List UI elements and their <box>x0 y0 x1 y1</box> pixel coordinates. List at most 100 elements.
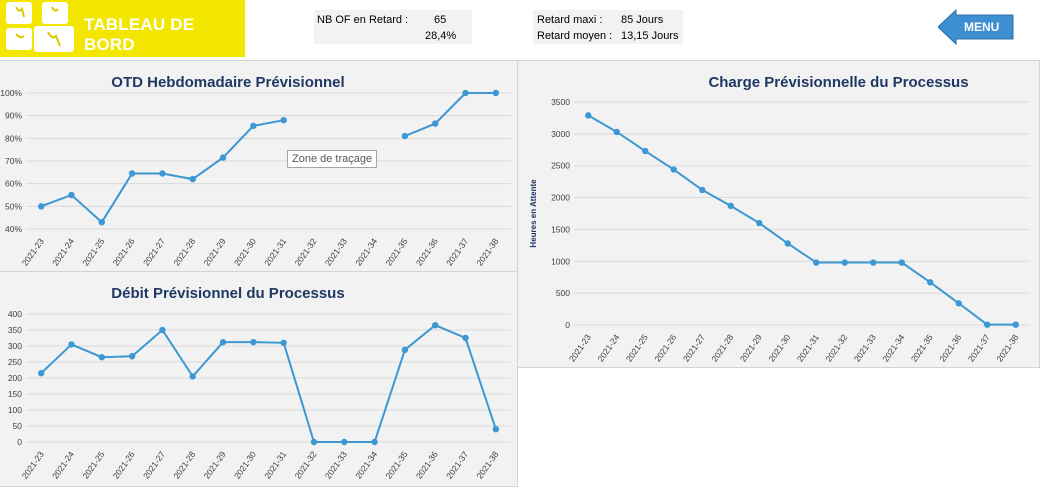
y-tick-label: 1500 <box>551 224 570 234</box>
x-tick-label: 2021-28 <box>709 332 735 364</box>
x-tick-label: 2021-36 <box>414 236 440 268</box>
x-tick-label: 2021-26 <box>111 449 137 481</box>
x-tick-label: 2021-32 <box>293 449 319 481</box>
menu-button[interactable]: MENU <box>938 9 1014 45</box>
y-tick-label: 50 <box>13 421 23 431</box>
chart-otd-panel: OTD Hebdomadaire Prévisionnel 40% 50% 60% 7… <box>0 60 518 272</box>
menu-button-label: MENU <box>964 20 1000 34</box>
data-point <box>341 438 348 446</box>
x-tick-label: 2021-27 <box>141 449 167 481</box>
x-tick-label: 2021-28 <box>171 449 197 481</box>
x-tick-label: 2021-34 <box>353 236 379 268</box>
data-point <box>927 279 934 286</box>
x-tick-label: 2021-37 <box>966 332 992 364</box>
x-tick-label: 2021-35 <box>909 332 935 364</box>
data-point <box>250 122 257 130</box>
x-tick-label: 2021-38 <box>474 236 500 268</box>
kpi-max-value: 85 Jours <box>621 14 664 26</box>
data-point <box>68 341 75 348</box>
y-tick-label: 400 <box>8 309 22 319</box>
y-tick-label: 70% <box>5 156 22 166</box>
x-tick-label: 2021-23 <box>567 332 593 364</box>
x-tick-label: 2021-33 <box>852 332 878 364</box>
data-point <box>955 300 962 307</box>
data-point <box>784 240 791 247</box>
x-tick-label: 2021-32 <box>293 236 319 268</box>
y-tick-label: 500 <box>556 288 570 298</box>
kpi-avg-label: Retard moyen : <box>537 30 613 42</box>
x-tick-label: 2021-24 <box>50 449 76 481</box>
data-point <box>98 219 105 226</box>
data-point <box>432 120 439 127</box>
y-tick-label: 300 <box>8 341 22 351</box>
data-point <box>1012 321 1019 328</box>
x-tick-label: 2021-37 <box>444 449 470 481</box>
data-point <box>898 259 905 266</box>
data-point <box>613 128 620 136</box>
y-tick-label: 200 <box>8 373 22 383</box>
kpi-late-percent: 28,4% <box>425 30 457 42</box>
data-point <box>37 203 45 210</box>
x-tick-label: 2021-34 <box>880 332 906 364</box>
series-line <box>587 114 1016 326</box>
kpi-late-orders: NB OF en Retard : 65 28,4% <box>314 10 472 44</box>
y-tick-label: 100% <box>0 88 22 98</box>
data-point <box>68 191 75 199</box>
series-line <box>40 324 497 443</box>
y-tick-label: 100 <box>8 405 22 415</box>
data-point <box>250 338 257 346</box>
data-point <box>870 259 877 266</box>
x-tick-label: 2021-34 <box>353 449 379 481</box>
y-tick-label: 60% <box>5 179 22 189</box>
y-tick-label: 0 <box>565 320 570 330</box>
x-tick-label: 2021-31 <box>262 236 288 268</box>
data-point <box>98 354 105 361</box>
plot-area-tooltip: Zone de traçage <box>287 150 378 168</box>
chart-charge-title: Charge Prévisionnelle du Processus <box>708 74 969 91</box>
data-point <box>432 322 439 329</box>
x-tick-label: 2021-31 <box>795 332 821 364</box>
y-tick-label: 0 <box>17 437 22 447</box>
kpi-max-label: Retard maxi : <box>537 14 603 26</box>
kpi-delays: Retard maxi : 85 Jours Retard moyen : 13… <box>533 10 683 44</box>
x-tick-label: 2021-29 <box>202 236 228 268</box>
x-tick-label: 2021-28 <box>171 236 197 268</box>
x-tick-label: 2021-36 <box>414 449 440 481</box>
x-tick-label: 2021-25 <box>624 332 650 364</box>
data-point <box>699 186 706 194</box>
data-point <box>189 175 196 183</box>
y-tick-label: 2000 <box>551 193 570 203</box>
y-tick-label: 2500 <box>551 161 570 171</box>
kpi-avg-value: 13,15 Jours <box>621 30 679 42</box>
data-point <box>813 259 820 266</box>
x-tick-label: 2021-24 <box>595 332 621 364</box>
logo-banner: TABLEAU DE BORD <box>0 0 245 57</box>
data-point <box>128 170 136 177</box>
chart-debit-panel: Débit Prévisionnel du Processus 0 50 100 15… <box>0 271 518 487</box>
kpi-late-value: 65 <box>434 14 447 26</box>
data-point <box>727 202 734 210</box>
y-tick-label: 350 <box>8 325 22 335</box>
data-point <box>462 334 469 342</box>
x-tick-label: 2021-37 <box>444 236 470 268</box>
x-tick-label: 2021-27 <box>141 236 167 268</box>
data-point <box>280 117 287 124</box>
data-point <box>37 370 45 377</box>
data-point <box>280 339 287 346</box>
x-tick-label: 2021-26 <box>111 236 137 268</box>
y-tick-label: 80% <box>5 133 22 143</box>
x-tick-label: 2021-30 <box>232 236 258 268</box>
y-axis-label: Heures en Attente <box>529 179 538 248</box>
x-tick-label: 2021-29 <box>202 449 228 481</box>
y-tick-label: 3500 <box>551 97 570 107</box>
x-tick-label: 2021-36 <box>937 332 963 364</box>
x-tick-label: 2021-27 <box>681 332 707 364</box>
y-tick-label: 50% <box>5 201 22 211</box>
data-point <box>371 438 378 446</box>
x-tick-label: 2021-30 <box>766 332 792 364</box>
x-tick-label: 2021-26 <box>652 332 678 364</box>
data-point <box>492 89 500 97</box>
x-tick-label: 2021-23 <box>20 236 46 268</box>
chart-charge-panel: Charge Prévisionnelle du Processus 0 500 1… <box>517 60 1040 368</box>
data-point <box>642 147 649 155</box>
